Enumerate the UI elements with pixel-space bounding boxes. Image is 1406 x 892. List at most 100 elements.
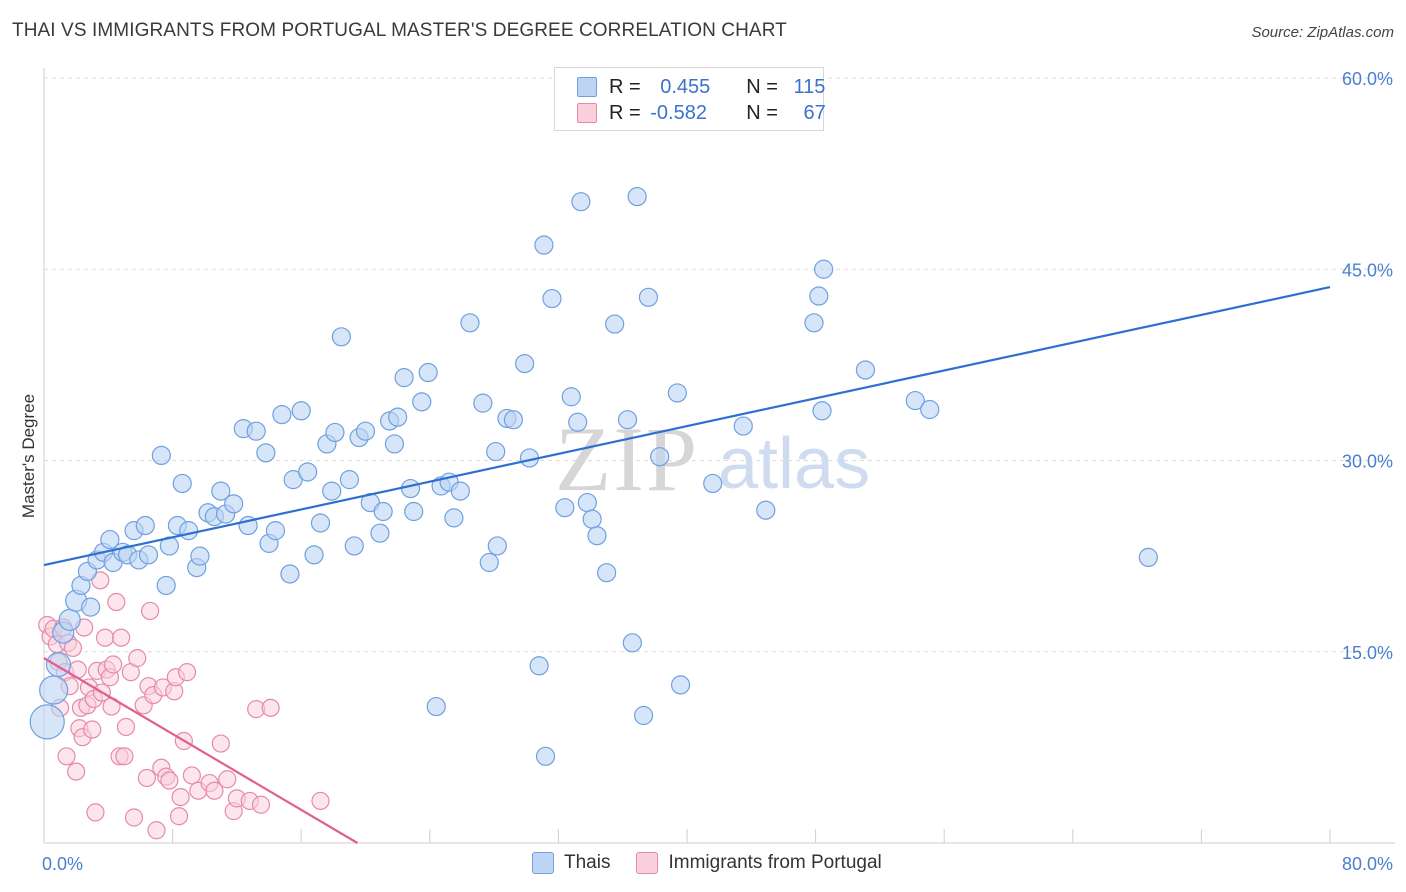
x-tick-label: 0.0% [42,854,83,874]
legend-r-label: R = [609,101,647,124]
thais-point [388,407,408,427]
portugal-point [107,592,126,612]
thais-point [703,473,723,494]
thais-point [404,501,424,522]
thais-trend-line [43,286,1331,567]
thais-point [542,288,562,309]
thais-point [291,401,311,421]
thais-point [394,368,414,388]
watermark-atlas: atlas [718,424,870,504]
thais-point [812,401,832,421]
thais-point [179,521,199,541]
thais-point [479,552,499,573]
portugal-points [38,571,330,840]
portugal-point [140,601,160,621]
watermark: ZIP atlas [555,408,870,510]
thais-point [515,354,535,374]
thais-point [605,314,625,334]
thais-point [733,416,753,436]
thais-point [39,675,69,705]
portugal-point [104,655,123,674]
thais-point [29,704,65,740]
y-tick-label: 60.0% [1342,69,1393,89]
y-axis-title: Master's Degree [19,394,38,518]
thais-point [633,705,654,726]
thais-point [561,387,581,407]
legend-r-value: 0.455 [660,75,711,98]
thais-point [804,313,824,333]
thais-point [151,445,171,465]
portugal-trend-line [43,657,359,844]
thais-point [298,462,318,482]
thais-point [650,447,670,467]
thais-point [450,481,470,501]
thais-point [627,186,647,207]
portugal-point [251,795,271,814]
thais-point [587,526,607,546]
thais-point [370,523,390,543]
thais-points [29,186,1158,766]
thais-point [920,399,940,420]
bottom-legend-portugal: Immigrants from Portugal [636,852,882,874]
legend-row-portugal: R = -0.582 N = 67 [577,99,826,127]
thais-point [814,259,834,279]
portugal-point [171,787,190,807]
thais-point [224,494,244,514]
thais-point [325,422,345,443]
portugal-point [218,770,237,789]
thais-point [100,529,120,550]
thais-point [339,470,360,490]
thais-point [384,434,405,454]
portugal-point [115,747,134,766]
legend-n-value: 115 [793,75,826,98]
bottom-legend-label: Thais [564,852,611,873]
legend-n-label: N = [746,75,784,98]
bottom-legend: Thais Immigrants from Portugal [532,852,908,874]
y-tick-label: 30.0% [1342,452,1393,472]
portugal-point [86,803,105,822]
thais-point [582,509,602,529]
thais-point [503,410,523,430]
trend-lines [43,286,1331,844]
thais-point [487,536,507,556]
thais-point [418,362,438,383]
thais-point [670,675,691,695]
portugal-point [57,747,76,766]
legend-r-label: R = [609,75,647,98]
portugal-point [112,628,131,647]
thais-point [138,545,159,565]
thais-point [344,536,364,556]
thais-point [638,287,659,307]
portugal-point [91,571,110,590]
thais-point [310,513,331,533]
thais-point [172,473,192,494]
portugal-point [261,698,280,717]
portugal-point [205,781,224,800]
portugal-point [169,807,189,826]
thais-point [622,633,642,653]
x-tick-label: 80.0% [1342,854,1393,874]
portugal-point [116,717,136,737]
thais-point [280,564,300,584]
bottom-legend-label: Immigrants from Portugal [668,852,882,873]
thais-point [331,327,351,347]
thais-point [571,192,591,212]
portugal-point [160,771,179,790]
y-tick-label: 15.0% [1342,643,1393,663]
portugal-point [124,808,144,827]
thais-point [355,421,376,441]
thais-point [535,746,556,766]
thais-point [597,563,617,583]
bottom-swatch-pink [636,852,659,874]
tick-labels: 15.0% 30.0% 45.0% 60.0% 0.0% 80.0% [42,69,1393,874]
thais-point [45,651,72,678]
thais-point [58,608,81,631]
thais-point [211,481,231,501]
legend-swatch-blue [577,77,597,97]
thais-point [855,360,876,380]
thais-point [272,405,292,425]
source-label: Source: ZipAtlas.com [1251,24,1394,41]
chart-title: THAI VS IMMIGRANTS FROM PORTUGAL MASTER'… [12,20,787,41]
thais-point [486,441,506,462]
